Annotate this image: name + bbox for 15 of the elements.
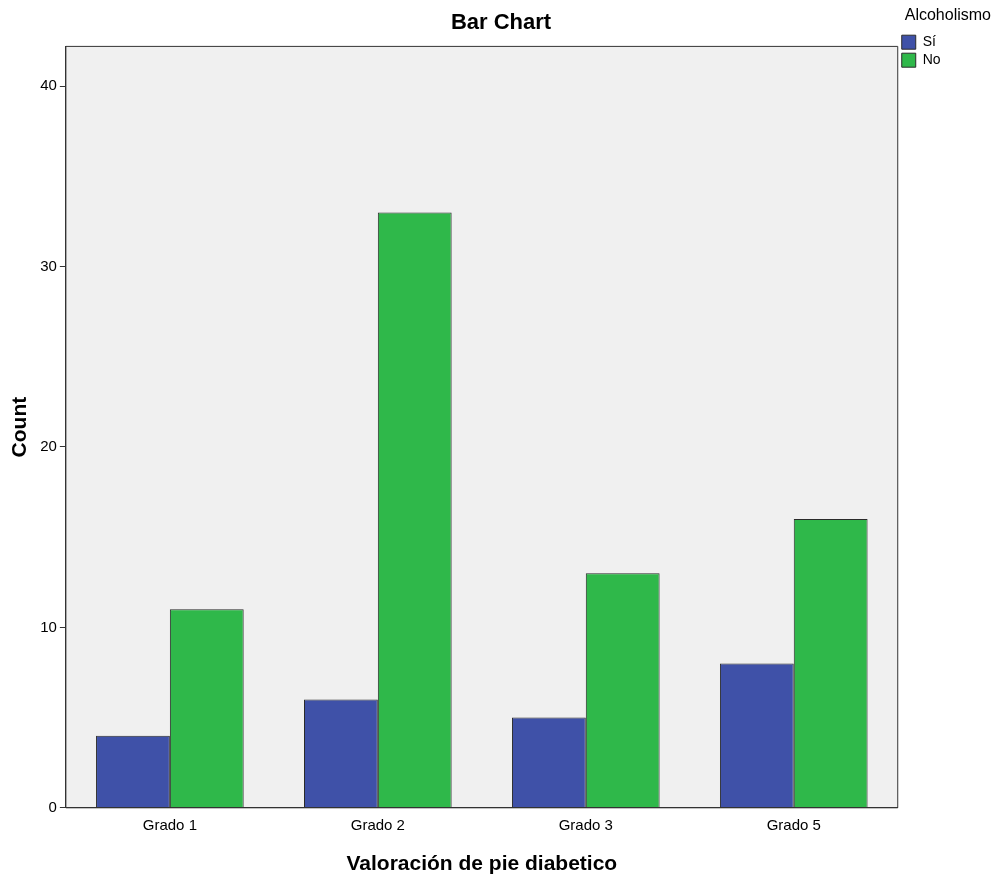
legend-label: No: [922, 51, 941, 68]
x-tick-label: Grado 5: [766, 815, 821, 833]
x-tick-label: Grado 1: [142, 815, 197, 833]
x-tick-label: Grado 2: [350, 815, 405, 833]
y-tick-label: 20: [40, 437, 57, 455]
y-axis-title: Count: [7, 396, 31, 458]
chart-title: Bar Chart: [450, 9, 552, 35]
legend-label: Sí: [922, 33, 937, 50]
x-tick-label: Grado 3: [558, 815, 613, 833]
x-axis-title: Valoración de pie diabetico: [346, 851, 618, 875]
y-tick-label: 30: [40, 256, 57, 274]
y-tick-label: 10: [40, 617, 57, 635]
legend-title: Alcoholismo: [904, 6, 992, 24]
y-tick-label: 40: [40, 76, 57, 94]
y-tick-label: 0: [48, 797, 57, 815]
